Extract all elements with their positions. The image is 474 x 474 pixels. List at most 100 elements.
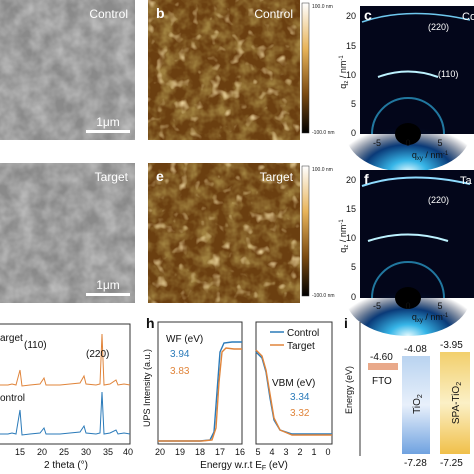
panel-e-letter: e bbox=[156, 168, 164, 184]
label-target: arget bbox=[0, 333, 23, 344]
panel-b-letter: b bbox=[156, 5, 165, 21]
h-xtick: 16 bbox=[235, 447, 245, 457]
panel-f-label: Ta bbox=[460, 175, 473, 187]
c-yticks: 20 15 10 5 0 bbox=[346, 11, 356, 138]
beamstop bbox=[395, 123, 421, 145]
c-xlabel: qxy / nm-1 bbox=[412, 150, 449, 162]
afm-texture-light bbox=[148, 0, 300, 140]
f-yticks: 20 15 10 5 0 bbox=[346, 175, 356, 302]
c-xticks: -5 0 5 bbox=[373, 138, 443, 148]
tio2-label: TiO2 bbox=[412, 394, 424, 414]
beamstop bbox=[395, 287, 421, 309]
colorbar-top: 100.0 nm bbox=[312, 4, 333, 10]
h-ylabel: UPS Intensity (a.u.) bbox=[142, 349, 152, 427]
peak-110-label: (110) bbox=[24, 340, 47, 351]
colorbar-top: 100.0 nm bbox=[312, 167, 333, 173]
f-ytick: 5 bbox=[351, 262, 356, 272]
spa-tio2-label: SPA-TiO2 bbox=[451, 382, 463, 424]
panel-g: arget ontrol (110) (220) 15 20 25 30 35 … bbox=[0, 323, 133, 471]
sem-texture bbox=[0, 163, 135, 303]
f-xtick: 5 bbox=[437, 301, 442, 311]
h-xtick: 18 bbox=[195, 447, 205, 457]
legend-target: Target bbox=[287, 341, 315, 352]
ring-110-label: (110) bbox=[438, 69, 458, 79]
ring-220-label: (220) bbox=[428, 195, 449, 205]
tio2-band bbox=[402, 356, 430, 454]
scalebar-label: 1μm bbox=[96, 115, 120, 129]
c-xtick: 0 bbox=[405, 138, 410, 148]
panel-d-label: Target bbox=[95, 170, 129, 184]
c-ytick: 0 bbox=[351, 128, 356, 138]
c-ytick: 5 bbox=[351, 99, 356, 109]
f-ytick: 20 bbox=[346, 175, 356, 185]
c-ytick: 15 bbox=[346, 41, 356, 51]
h-left-axes bbox=[157, 321, 243, 445]
tio2-top: -4.08 bbox=[404, 344, 427, 355]
f-ytick: 0 bbox=[351, 292, 356, 302]
f-xtick: -5 bbox=[373, 301, 381, 311]
c-xtick: 5 bbox=[437, 138, 442, 148]
panel-a-label: Control bbox=[89, 7, 128, 21]
h-xtick: 2 bbox=[297, 447, 302, 457]
spa-tio2-band bbox=[440, 352, 470, 454]
scalebar bbox=[86, 130, 130, 133]
panel-i: i Energy (eV) -4.60 FTO -4.08 TiO2 -7.28… bbox=[344, 315, 470, 469]
h-xtick: 5 bbox=[255, 447, 260, 457]
h-xtick: 19 bbox=[175, 447, 185, 457]
panel-h-letter: h bbox=[146, 315, 155, 331]
c-xtick: -5 bbox=[373, 138, 381, 148]
panel-f-letter: f bbox=[364, 171, 369, 187]
f-xtick: 0 bbox=[405, 301, 410, 311]
g-xtick: 15 bbox=[15, 447, 25, 457]
panel-e-label: Target bbox=[260, 170, 294, 184]
ups-target-vbm bbox=[255, 349, 332, 436]
vbm-control: 3.34 bbox=[290, 392, 310, 403]
scalebar-label: 1μm bbox=[96, 278, 120, 292]
h-xtick: 3 bbox=[283, 447, 288, 457]
colorbar-bottom: -100.0 nm bbox=[312, 130, 335, 136]
tio2-bottom: -7.28 bbox=[404, 458, 427, 469]
panel-h: h UPS Intensity (a.u.) WF (eV) 3.94 3.83… bbox=[142, 315, 333, 472]
ups-target-cutoff bbox=[158, 347, 242, 442]
c-ytick: 20 bbox=[346, 11, 356, 21]
panel-a: Control 1μm bbox=[0, 0, 135, 140]
panel-d: Target 1μm bbox=[0, 163, 135, 303]
f-xlabel: qxy / nm-1 bbox=[412, 312, 449, 324]
legend-control: Control bbox=[287, 328, 319, 339]
panel-c-letter: c bbox=[364, 7, 372, 23]
spa-top: -3.95 bbox=[440, 340, 463, 351]
h-xtick: 1 bbox=[311, 447, 316, 457]
h-xtick: 20 bbox=[155, 447, 165, 457]
fto-value: -4.60 bbox=[370, 352, 393, 363]
c-ytick: 10 bbox=[346, 70, 356, 80]
panel-e: e Target 100.0 nm -100.0 nm bbox=[148, 163, 335, 303]
sem-texture bbox=[0, 0, 135, 140]
g-xticks: 15 20 25 30 35 40 bbox=[15, 447, 133, 457]
panel-i-letter: i bbox=[344, 315, 348, 331]
g-xtick: 20 bbox=[37, 447, 47, 457]
colorbar-bottom: -100.0 nm bbox=[312, 293, 335, 299]
g-xtick: 35 bbox=[103, 447, 113, 457]
wf-target: 3.83 bbox=[170, 366, 190, 377]
ring-220-label: (220) bbox=[428, 22, 449, 32]
h-right-axes bbox=[255, 321, 333, 445]
h-xtick: 0 bbox=[325, 447, 330, 457]
panel-f: f Ta (220) 20 15 10 5 0 -5 0 5 qxy / nm-… bbox=[338, 170, 474, 336]
h-xticks-left: 20 19 18 17 16 bbox=[155, 447, 245, 457]
i-ylabel: Energy (eV) bbox=[344, 366, 354, 414]
panel-b: b Control 100.0 nm -100.0 nm bbox=[148, 0, 335, 140]
wf-title: WF (eV) bbox=[166, 334, 203, 345]
f-xticks: -5 0 5 bbox=[373, 301, 443, 311]
h-xtick: 17 bbox=[215, 447, 225, 457]
wf-control: 3.94 bbox=[170, 349, 190, 360]
afm-texture-light bbox=[148, 163, 300, 303]
c-ylabel: qz / nm-1 bbox=[338, 55, 350, 89]
g-xtick: 40 bbox=[123, 447, 133, 457]
g-xlabel: 2 theta (°) bbox=[44, 460, 88, 471]
ring-110 bbox=[377, 70, 439, 78]
peak-220-label: (220) bbox=[86, 349, 109, 360]
scalebar bbox=[86, 293, 130, 296]
f-ylabel: qz / nm-1 bbox=[338, 219, 350, 253]
